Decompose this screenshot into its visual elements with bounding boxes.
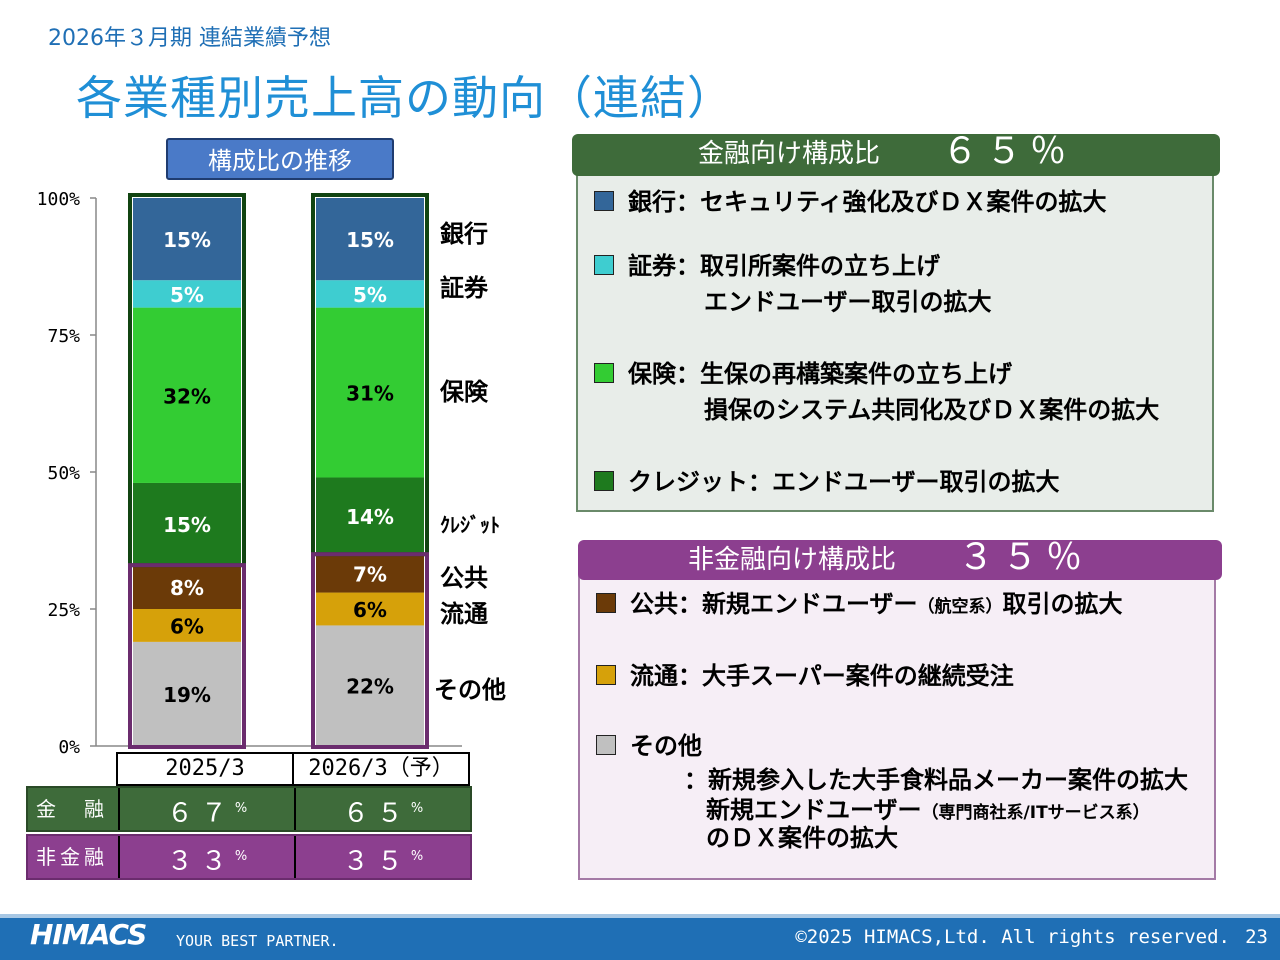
bar-value-label: 15% xyxy=(163,228,211,252)
bar-segment xyxy=(316,625,424,746)
nonfinancial-outline xyxy=(128,563,246,749)
bar-segment xyxy=(133,609,241,642)
bar-segment xyxy=(316,592,424,626)
bar-value-label: 32% xyxy=(163,384,211,408)
year-2026: 2026/3（予） xyxy=(294,752,470,786)
fin-item-bank: 銀行：セキュリティ強化及びＤＸ案件の拡大 xyxy=(594,184,1107,220)
legend-label: 証券 xyxy=(440,274,489,302)
bar-value-label: 15% xyxy=(346,228,394,252)
bar-segment xyxy=(133,198,241,281)
legend-label: 保険 xyxy=(439,378,489,406)
bar-value-label: 5% xyxy=(353,283,387,307)
fin-item-insurance: 保険：生保の再構築案件の立ち上げ xyxy=(594,356,1012,392)
legend-label: 公共 xyxy=(440,564,488,592)
nonfinancial-2026: ３５% xyxy=(294,836,470,878)
securities-legend-icon xyxy=(594,255,614,275)
bar-value-label: 19% xyxy=(163,683,211,707)
financial-2026: ６５% xyxy=(294,788,470,830)
bar-segment xyxy=(133,280,241,308)
bar-value-label: 15% xyxy=(163,513,211,537)
bar-value-label: 22% xyxy=(346,675,394,699)
bar-segment xyxy=(316,280,424,308)
nonfin-item-other-line2: ：新規参入した大手食料品メーカー案件の拡大 xyxy=(684,766,1188,794)
nonfin-item-retail: 流通：大手スーパー案件の継続受注 xyxy=(596,658,1014,694)
financial-panel-percent: ６５％ xyxy=(942,131,1075,172)
nonfinancial-2025: ３３% xyxy=(118,836,294,878)
year-2025: 2025/3 xyxy=(116,752,294,786)
nonfin-item-public: 公共：新規エンドユーザー（航空系）取引の拡大 xyxy=(596,586,1123,625)
footer-copyright: ©2025 HIMACS,Ltd. All rights reserved. xyxy=(795,926,1230,948)
legend-label: 流通 xyxy=(440,600,488,628)
footer-divider xyxy=(0,914,1280,918)
public-legend-icon xyxy=(596,593,616,613)
legend-label: ｸﾚｼﾞｯﾄ xyxy=(440,513,500,537)
bar-value-label: 6% xyxy=(353,598,387,622)
nonfin-item-other-line3: 新規エンドユーザー（専門商社系/ITサービス系） xyxy=(706,796,1150,824)
bar-value-label: 6% xyxy=(170,614,204,638)
financial-ratio-row: 金 融 ６７% ６５% xyxy=(26,786,472,832)
legend-label: 銀行 xyxy=(440,220,488,248)
financial-panel xyxy=(576,162,1214,512)
bar-value-label: 7% xyxy=(353,562,387,586)
footer-bar xyxy=(0,918,1280,960)
page-subtitle: 2026年３月期 連結業績予想 xyxy=(48,26,331,51)
bar-value-label: 31% xyxy=(346,382,394,406)
fin-item-securities-line2: エンドユーザー取引の拡大 xyxy=(704,288,992,316)
credit-legend-icon xyxy=(594,471,614,491)
nonfinancial-label: 非金融 xyxy=(36,845,108,869)
insurance-legend-icon xyxy=(594,363,614,383)
nonfin-item-other-line4: のＤＸ案件の拡大 xyxy=(706,824,898,852)
legend-label: その他 xyxy=(434,676,506,704)
nonfinancial-panel-header: 非金融向け構成比 ３５％ xyxy=(578,537,1222,580)
chart-tag: 構成比の推移 xyxy=(166,138,394,180)
nonfinancial-panel xyxy=(578,566,1216,880)
y-tick-label: 25% xyxy=(47,600,80,621)
financial-panel-title: 金融向け構成比 xyxy=(698,139,881,169)
bar-value-label: 5% xyxy=(170,283,204,307)
stacked-bar-chart: 0% 25% 50% 75% 100% 19% 6% 8% 15% 32% 5% 15% 22% 6% 7%… xyxy=(37,189,506,755)
nonfinancial-outline xyxy=(311,552,429,750)
y-tick-label: 0% xyxy=(58,737,80,755)
fin-item-insurance-line2: 損保のシステム共同化及びＤＸ案件の拡大 xyxy=(704,396,1160,424)
nonfinancial-ratio-row: 非金融 ３３% ３５% xyxy=(26,834,472,880)
financial-2025: ６７% xyxy=(118,788,294,830)
bar-segment xyxy=(133,307,241,483)
bank-legend-icon xyxy=(594,191,614,211)
bar-value-label: 8% xyxy=(170,576,204,600)
y-tick-label: 100% xyxy=(37,189,81,210)
bar-segment xyxy=(316,307,424,478)
page-number: 23 xyxy=(1245,926,1268,948)
footer-tagline: YOUR BEST PARTNER. xyxy=(176,932,339,950)
financial-panel-header: 金融向け構成比 ６５％ xyxy=(572,131,1220,176)
bar-segment xyxy=(316,198,424,281)
bar-segment xyxy=(133,641,241,746)
year-header-row: 2025/3 2026/3（予） xyxy=(116,752,470,786)
page-title: 各業種別売上高の動向（連結） xyxy=(76,71,734,125)
nonfinancial-panel-percent: ３５％ xyxy=(958,537,1091,578)
company-logo: HIMACS xyxy=(30,918,147,951)
other-legend-icon xyxy=(596,735,616,755)
nonfin-item-other: その他 xyxy=(596,728,702,764)
fin-item-securities: 証券：取引所案件の立ち上げ xyxy=(594,248,940,284)
bar-segment xyxy=(133,482,241,566)
y-tick-label: 50% xyxy=(47,463,80,484)
bar-segment xyxy=(133,565,241,609)
bar-segment xyxy=(316,554,424,593)
bar-segment xyxy=(316,477,424,555)
bar-value-label: 14% xyxy=(346,505,394,529)
retail-legend-icon xyxy=(596,665,616,685)
nonfinancial-panel-title: 非金融向け構成比 xyxy=(688,545,897,575)
financial-label: 金 融 xyxy=(36,797,108,821)
y-tick-label: 75% xyxy=(47,326,80,347)
fin-item-credit: クレジット：エンドユーザー取引の拡大 xyxy=(594,464,1060,500)
